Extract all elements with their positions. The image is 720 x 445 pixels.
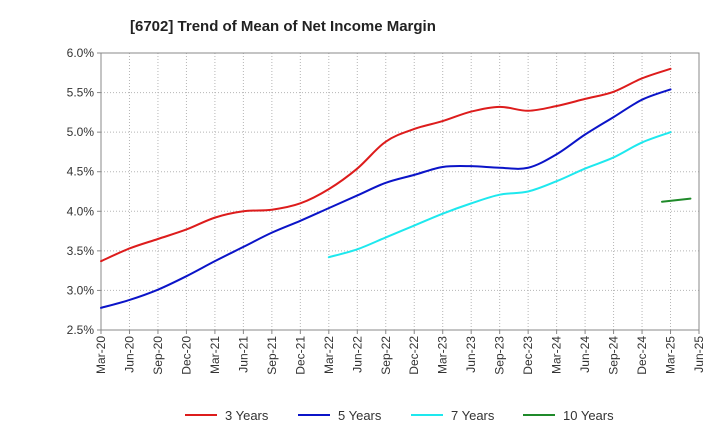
x-tick-label: Mar-22 <box>322 336 336 374</box>
series-line-7-years <box>327 131 672 259</box>
legend: 3 Years 5 Years 7 Years 10 Years <box>185 408 614 423</box>
y-tick-label: 2.5% <box>67 323 95 337</box>
legend-label-3-years: 3 Years <box>225 408 269 423</box>
chart-title: [6702] Trend of Mean of Net Income Margi… <box>130 18 436 35</box>
gridlines <box>100 52 700 331</box>
x-tick-label: Dec-24 <box>635 336 649 375</box>
y-tick-label: 5.5% <box>67 86 95 100</box>
y-tick-label: 4.5% <box>67 165 95 179</box>
x-tick-label: Dec-22 <box>407 336 421 375</box>
x-tick-label: Jun-24 <box>578 336 592 373</box>
series-line-5-years <box>100 88 672 309</box>
x-tick-label: Jun-25 <box>692 336 706 373</box>
x-tick-label: Sep-24 <box>607 336 621 375</box>
x-tick-label: Dec-23 <box>521 336 535 375</box>
y-tick-label: 5.0% <box>67 125 95 139</box>
x-tick-label: Mar-24 <box>550 336 564 374</box>
x-tick-label: Mar-25 <box>664 336 678 374</box>
y-tick-label: 6.0% <box>67 46 95 60</box>
legend-label-7-years: 7 Years <box>451 408 495 423</box>
plot-frame <box>100 52 700 331</box>
x-tick-label: Jun-20 <box>122 336 136 373</box>
series-line-3-years <box>100 67 672 263</box>
y-tick-label: 3.0% <box>67 283 95 297</box>
series-lines <box>100 67 692 309</box>
x-tick-label: Mar-20 <box>94 336 108 374</box>
x-tick-label: Sep-20 <box>151 336 165 375</box>
x-tick-label: Dec-20 <box>179 336 193 375</box>
x-tick-label: Sep-21 <box>265 336 279 375</box>
x-tick-label: Mar-21 <box>208 336 222 374</box>
y-tick-label: 3.5% <box>67 244 95 258</box>
x-tick-label: Dec-21 <box>293 336 307 375</box>
y-tick-label: 4.0% <box>67 204 95 218</box>
x-tick-label: Sep-22 <box>379 336 393 375</box>
x-tick-label: Jun-22 <box>350 336 364 373</box>
x-tick-label: Sep-23 <box>493 336 507 375</box>
x-tick-label: Mar-23 <box>436 336 450 374</box>
x-tick-label: Jun-21 <box>236 336 250 373</box>
series-line-10-years <box>660 197 692 203</box>
legend-label-5-years: 5 Years <box>338 408 382 423</box>
x-tick-label: Jun-23 <box>464 336 478 373</box>
legend-label-10-years: 10 Years <box>563 408 614 423</box>
axes: 2.5% 3.0% 3.5% 4.0% 4.5% 5.0% 5.5% 6.0% Mar-20 Ju… <box>67 46 706 375</box>
